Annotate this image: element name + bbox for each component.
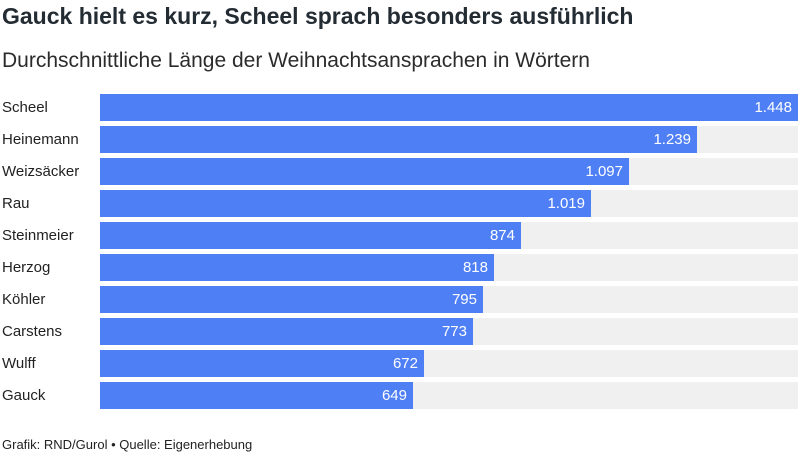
category-label: Herzog [2, 259, 51, 276]
category-label: Gauck [2, 387, 46, 404]
bar-row: Heinemann 1.239 [0, 126, 800, 153]
bar-track: 773 [100, 318, 798, 345]
bar-row: Gauck 649 [0, 382, 800, 409]
bar-track: 1.097 [100, 158, 798, 185]
bar [100, 286, 483, 313]
chart-subtitle: Durchschnittliche Länge der Weihnachtsan… [2, 49, 590, 72]
bar-track: 874 [100, 222, 798, 249]
value-label: 1.448 [754, 99, 792, 116]
bar-track: 672 [100, 350, 798, 377]
bar-track: 1.019 [100, 190, 798, 217]
value-label: 649 [381, 387, 407, 404]
value-label: 1.019 [547, 195, 585, 212]
bar-row: Carstens 773 [0, 318, 800, 345]
bar [100, 222, 521, 249]
bar-row: Köhler 795 [0, 286, 800, 313]
value-label: 672 [392, 355, 418, 372]
bar [100, 190, 591, 217]
bar [100, 350, 424, 377]
category-label: Köhler [2, 291, 46, 308]
value-label: 874 [489, 227, 515, 244]
category-label: Heinemann [2, 131, 79, 148]
bar-row: Herzog 818 [0, 254, 800, 281]
category-label: Wulff [2, 355, 36, 372]
value-label: 818 [462, 259, 488, 276]
bar-row: Scheel 1.448 [0, 94, 800, 121]
source-footer: Grafik: RND/Gurol • Quelle: Eigenerhebun… [2, 437, 253, 452]
bar [100, 382, 413, 409]
bar-track: 649 [100, 382, 798, 409]
value-label: 1.097 [585, 163, 623, 180]
bar-row: Weizsäcker 1.097 [0, 158, 800, 185]
bar-row: Wulff 672 [0, 350, 800, 377]
bar-track: 1.239 [100, 126, 798, 153]
chart-title: Gauck hielt es kurz, Scheel sprach beson… [2, 3, 634, 29]
category-label: Carstens [2, 323, 63, 340]
bar [100, 126, 697, 153]
bar-row: Rau 1.019 [0, 190, 800, 217]
bar [100, 254, 494, 281]
category-label: Rau [2, 195, 30, 212]
bar-track: 1.448 [100, 94, 798, 121]
value-label: 795 [451, 291, 477, 308]
category-label: Scheel [2, 99, 48, 116]
bar-track: 818 [100, 254, 798, 281]
bar-row: Steinmeier 874 [0, 222, 800, 249]
bar [100, 158, 629, 185]
value-label: 773 [441, 323, 467, 340]
bar-chart: Scheel 1.448 Heinemann 1.239 Weizsäcker 1.097… [0, 94, 800, 412]
bar-track: 795 [100, 286, 798, 313]
bar [100, 94, 798, 121]
category-label: Steinmeier [2, 227, 74, 244]
category-label: Weizsäcker [2, 163, 80, 180]
bar [100, 318, 473, 345]
value-label: 1.239 [653, 131, 691, 148]
